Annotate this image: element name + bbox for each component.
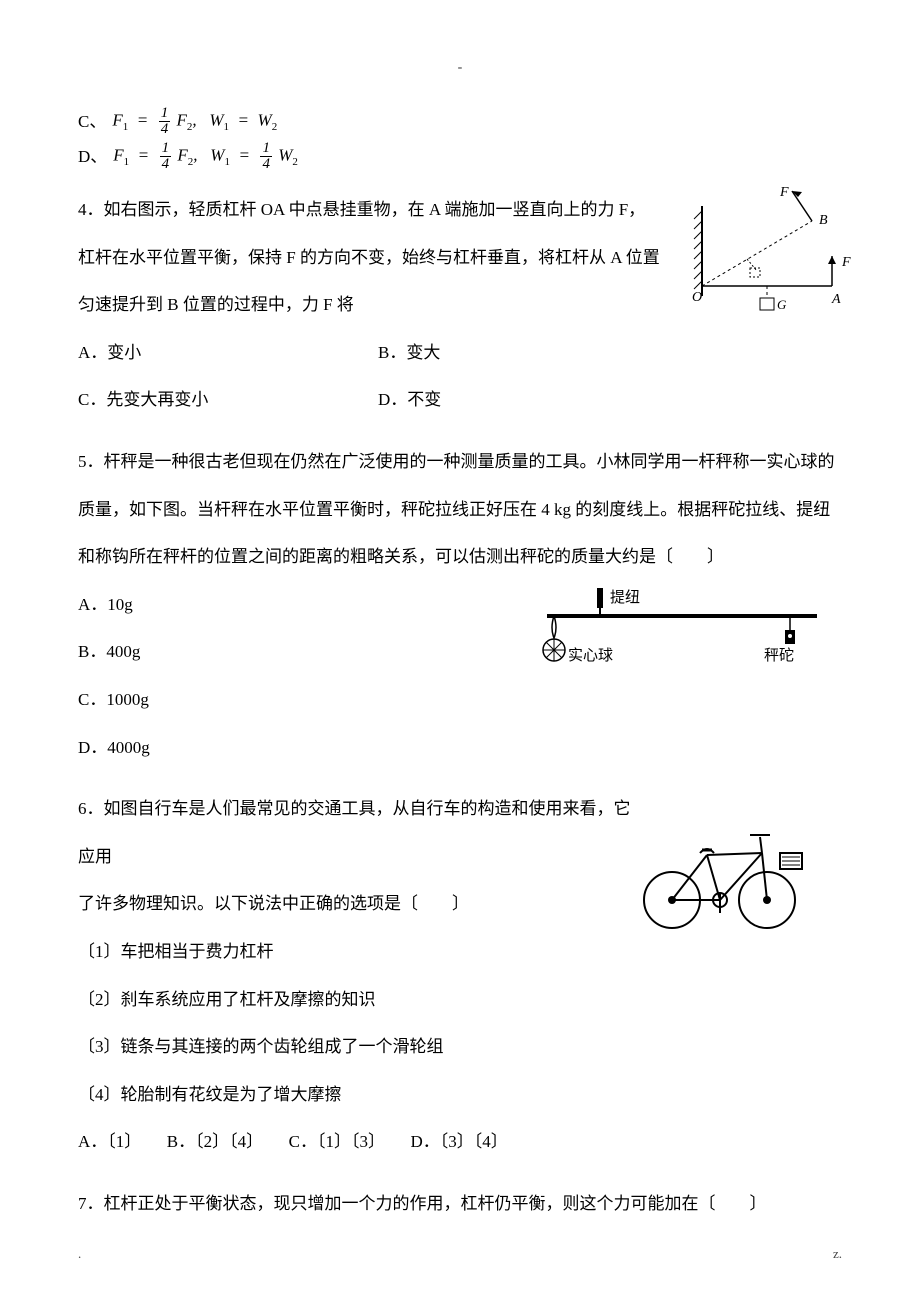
top-marker: - [78,60,842,76]
svg-text:A: A [831,292,841,307]
svg-text:G: G [777,297,787,312]
svg-text:秤砣: 秤砣 [764,647,794,664]
svg-text:B: B [819,213,828,228]
q4-opt-a: A．变小 [78,329,378,377]
page-footer: . z. [78,1246,842,1262]
q4-opt-c: C．先变大再变小 [78,376,378,424]
option-d-lead: D、 [78,143,107,170]
question-4: 4．如右图示，轻质杠杆 OA 中点悬挂重物，在 A 端施加一竖直向上的力 F，杠… [78,186,842,424]
svg-text:F: F [841,255,851,270]
option-c-math: F1 = 14 F2, W1 = W2 [112,106,277,137]
question-6: 6．如图自行车是人们最常见的交通工具，从自行车的构造和使用来看，它应用 了许多物… [78,785,842,1166]
option-d-formula: D、 F1 = 14 F2, W1 = 14 W2 [78,141,842,172]
q6-s4: 〔4〕轮胎制有花纹是为了增大摩擦 [78,1071,842,1119]
svg-text:F: F [779,186,789,200]
option-c-formula: C、 F1 = 14 F2, W1 = W2 [78,106,842,137]
q5-text: 5．杆秤是一种很古老但现在仍然在广泛使用的一种测量质量的工具。小林同学用一杆秤称… [78,438,842,581]
q4-options-row2: C．先变大再变小 D．不变 [78,376,842,424]
q6-options: A．〔1〕 B．〔2〕〔4〕 C．〔1〕〔3〕 D．〔3〕〔4〕 [78,1118,842,1166]
q6-s2: 〔2〕刹车系统应用了杠杆及摩擦的知识 [78,976,842,1024]
footer-left: . [78,1246,81,1262]
bicycle-icon [632,815,812,935]
svg-text:实心球: 实心球 [568,647,613,664]
question-5: 5．杆秤是一种很古老但现在仍然在广泛使用的一种测量质量的工具。小林同学用一杆秤称… [78,438,842,771]
q4-opt-b: B．变大 [378,329,440,377]
option-d-math: F1 = 14 F2, W1 = 14 W2 [113,141,298,172]
q5-opt-d: D．4000g [78,724,842,772]
q6-s3: 〔3〕链条与其连接的两个齿轮组成了一个滑轮组 [78,1023,842,1071]
q4-options-row1: A．变小 B．变大 [78,329,842,377]
svg-text:O: O [692,290,702,305]
svg-text:提纽: 提纽 [610,589,640,606]
steelyard-diagram-icon: 提纽 实心球 秤砣 [542,588,822,688]
question-7: 7．杠杆正处于平衡状态，现只增加一个力的作用，杠杆仍平衡，则这个力可能加在〔 〕 [78,1180,842,1228]
page: - C、 F1 = 14 F2, W1 = W2 D、 F1 = 14 F2, … [0,0,920,1302]
q6-statements: 〔1〕车把相当于费力杠杆 〔2〕刹车系统应用了杠杆及摩擦的知识 〔3〕链条与其连… [78,928,842,1118]
option-c-lead: C、 [78,108,106,135]
lever-diagram-icon: F B F O G A [692,186,862,326]
footer-right: z. [833,1246,842,1262]
q4-opt-d: D．不变 [378,376,441,424]
